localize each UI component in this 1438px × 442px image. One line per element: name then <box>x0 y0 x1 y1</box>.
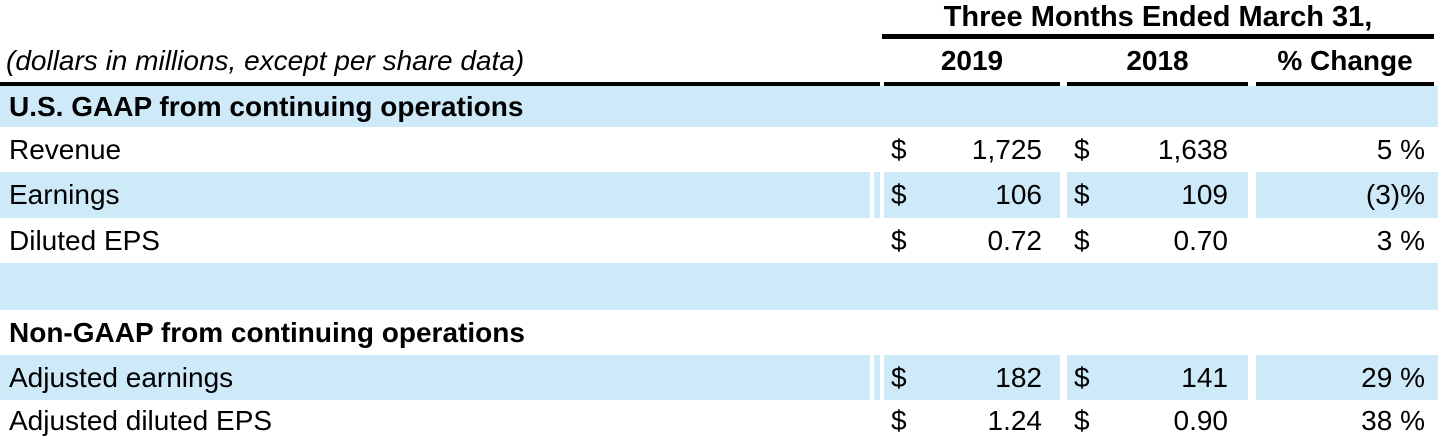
row-label: Earnings <box>0 172 870 218</box>
column-gap <box>1248 39 1256 86</box>
column-header-pct-change: % Change <box>1256 39 1434 86</box>
value-2019: 1.24 <box>987 405 1043 436</box>
value-cell-2019: $ 106 <box>884 172 1060 218</box>
row-label: Diluted EPS <box>9 224 160 256</box>
value-2018: 0.70 <box>1173 224 1229 256</box>
currency-symbol: $ <box>891 361 907 393</box>
table-row-diluted-eps: Diluted EPS $ 0.72 $ 0.70 3 % <box>0 218 1438 263</box>
section-row-us-gaap: U.S. GAAP from continuing operations <box>0 86 1438 127</box>
currency-symbol: $ <box>891 179 907 210</box>
spacer-cell <box>874 172 880 218</box>
value-cell-2019: $ 1.24 <box>884 400 1060 442</box>
value-cell-2019: $ 0.72 <box>884 218 1060 263</box>
header-left-spacer <box>0 0 882 39</box>
period-header: Three Months Ended March 31, <box>882 0 1434 39</box>
currency-symbol: $ <box>1074 361 1090 393</box>
pct-change-value: 5 % <box>1376 133 1425 165</box>
value-2019: 106 <box>995 179 1042 210</box>
currency-symbol: $ <box>1074 133 1090 165</box>
value-2018: 1,638 <box>1157 133 1228 165</box>
value-2018: 141 <box>1181 361 1228 393</box>
table-row-adjusted-diluted-eps: Adjusted diluted EPS $ 1.24 $ 0.90 38 % <box>0 400 1438 442</box>
currency-symbol: $ <box>1074 224 1090 256</box>
value-cell-2018: $ 0.90 <box>1067 400 1248 442</box>
table-row-revenue: Revenue $ 1,725 $ 1,638 5 % <box>0 127 1438 172</box>
spacer-cell <box>874 355 880 400</box>
value-cell-2018: $ 1,638 <box>1067 127 1248 172</box>
period-header-row: Three Months Ended March 31, <box>0 0 1438 39</box>
currency-symbol: $ <box>1074 405 1090 436</box>
column-header-2019: 2019 <box>884 39 1060 86</box>
row-label: Adjusted earnings <box>0 355 870 400</box>
currency-symbol: $ <box>891 224 907 256</box>
value-2018: 109 <box>1181 179 1228 210</box>
spacer-cell <box>874 127 880 172</box>
value-cell-2019: $ 1,725 <box>884 127 1060 172</box>
value-2019: 1,725 <box>971 133 1042 165</box>
spacer-cell <box>874 218 880 263</box>
table-row-adjusted-earnings: Adjusted earnings $ 182 $ 141 29 % <box>0 355 1438 400</box>
column-gap <box>1060 39 1067 86</box>
currency-symbol: $ <box>1074 179 1090 210</box>
section-title: U.S. GAAP from continuing operations <box>9 90 524 122</box>
column-header-2018: 2018 <box>1067 39 1248 86</box>
row-label: Adjusted diluted EPS <box>9 405 273 436</box>
units-note-cell: (dollars in millions, except per share d… <box>0 39 880 86</box>
pct-change-value: 29 % <box>1256 355 1438 400</box>
value-cell-2019: $ 182 <box>884 355 1060 400</box>
currency-symbol: $ <box>891 133 907 165</box>
value-cell-2018: $ 109 <box>1067 172 1248 218</box>
value-cell-2018: $ 141 <box>1067 355 1248 400</box>
units-note: (dollars in millions, except per share d… <box>6 45 525 76</box>
pct-change-value: 38 % <box>1361 405 1425 436</box>
value-2019: 182 <box>995 361 1042 393</box>
value-2019: 0.72 <box>987 224 1043 256</box>
pct-change-value: (3)% <box>1256 172 1438 218</box>
value-2018: 0.90 <box>1173 405 1229 436</box>
section-row-non-gaap: Non-GAAP from continuing operations <box>0 310 1438 355</box>
column-header-row: (dollars in millions, except per share d… <box>0 39 1438 86</box>
value-cell-2018: $ 0.70 <box>1067 218 1248 263</box>
spacer-cell <box>874 400 880 442</box>
currency-symbol: $ <box>891 405 907 436</box>
pct-change-value: 3 % <box>1376 224 1425 256</box>
row-label: Revenue <box>9 133 122 165</box>
spacer-row <box>0 263 1438 310</box>
section-title: Non-GAAP from continuing operations <box>9 316 525 348</box>
table-row-earnings: Earnings $ 106 $ 109 (3)% <box>0 172 1438 218</box>
